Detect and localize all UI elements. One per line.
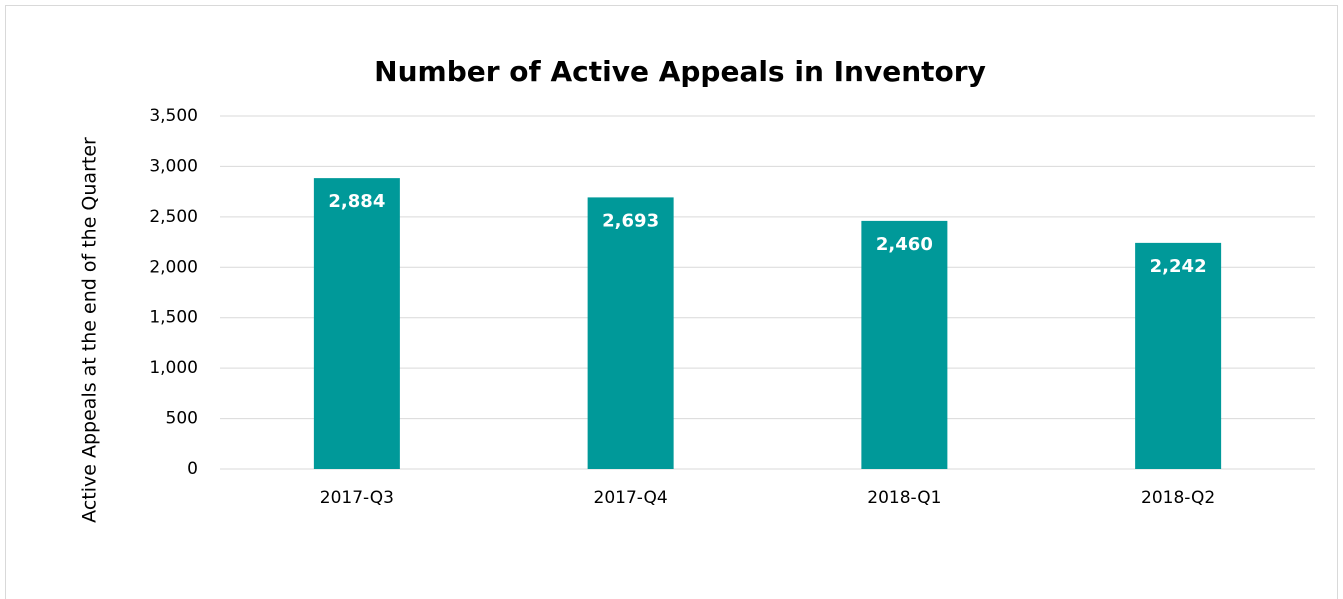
y-tick-label: 2,000 bbox=[149, 257, 198, 277]
bar bbox=[587, 197, 674, 469]
x-tick-label: 2018-Q2 bbox=[1141, 488, 1215, 508]
data-label: 2,693 bbox=[602, 210, 659, 231]
y-tick-label: 2,500 bbox=[149, 207, 198, 227]
x-tick-label: 2017-Q4 bbox=[594, 488, 668, 508]
y-tick-label: 3,500 bbox=[149, 106, 198, 126]
data-label: 2,460 bbox=[876, 234, 933, 255]
y-tick-label: 1,500 bbox=[149, 308, 198, 328]
y-tick-label: 3,000 bbox=[149, 156, 198, 176]
x-tick-label: 2017-Q3 bbox=[320, 488, 394, 508]
bar bbox=[861, 220, 948, 469]
y-tick-label: 0 bbox=[187, 459, 198, 479]
y-tick-label: 1,000 bbox=[149, 358, 198, 378]
data-label: 2,242 bbox=[1150, 256, 1207, 277]
y-tick-label: 500 bbox=[166, 409, 198, 429]
bar bbox=[313, 178, 400, 470]
bar bbox=[1135, 242, 1222, 469]
data-label: 2,884 bbox=[328, 191, 385, 212]
y-axis-label: Active Appeals at the end of the Quarter bbox=[79, 137, 101, 523]
chart-title: Number of Active Appeals in Inventory bbox=[374, 55, 986, 88]
x-tick-label: 2018-Q1 bbox=[867, 488, 941, 508]
